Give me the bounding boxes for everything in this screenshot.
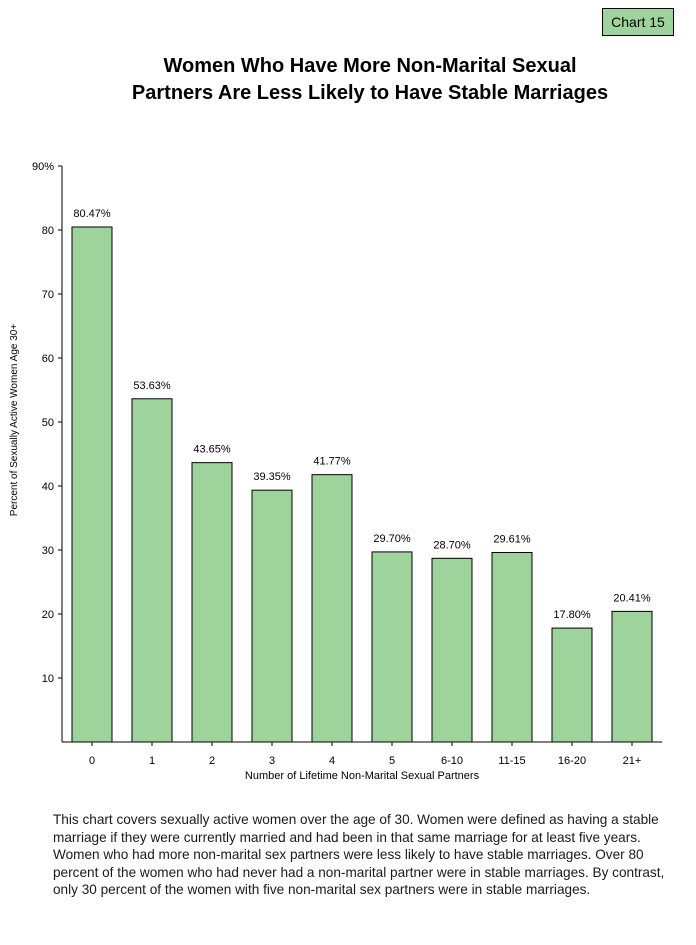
y-tick-label: 20 bbox=[42, 609, 54, 621]
bar-value-label: 80.47% bbox=[73, 208, 111, 220]
x-tick-label: 5 bbox=[389, 755, 395, 767]
bar-value-label: 39.35% bbox=[253, 471, 291, 483]
bar-value-label: 28.70% bbox=[433, 539, 471, 551]
bar-value-label: 41.77% bbox=[313, 456, 351, 468]
bar-value-label: 17.80% bbox=[553, 609, 591, 621]
bar-value-label: 29.61% bbox=[493, 533, 531, 545]
y-axis-label: Percent of Sexually Active Women Age 30+ bbox=[9, 323, 20, 517]
y-tick-label: 80 bbox=[42, 225, 54, 237]
bar-value-label: 29.70% bbox=[373, 533, 411, 545]
bar-21+ bbox=[611, 610, 653, 743]
y-tick-label: 50 bbox=[42, 417, 54, 429]
bar-chart: 10 20 30 40 50 60 70 80 90% 80.47% 0 53.63% 1 43.65% 2… bbox=[32, 161, 662, 767]
bar-5 bbox=[371, 551, 413, 743]
y-tick-label: 70 bbox=[42, 289, 54, 301]
bar-2 bbox=[191, 462, 233, 743]
chart-number-badge: Chart 15 bbox=[602, 8, 674, 36]
y-tick-label: 90% bbox=[32, 161, 54, 173]
chart-caption: This chart covers sexually active women … bbox=[53, 812, 665, 897]
x-tick-label: 21+ bbox=[623, 755, 642, 767]
bar-4 bbox=[311, 474, 353, 743]
x-tick-label: 0 bbox=[89, 755, 95, 767]
x-tick-label: 4 bbox=[329, 755, 335, 767]
x-tick-label: 3 bbox=[269, 755, 275, 767]
y-tick-label: 60 bbox=[42, 353, 54, 365]
bar-1 bbox=[131, 398, 173, 743]
y-tick-label: 40 bbox=[42, 481, 54, 493]
x-tick-label: 16-20 bbox=[558, 755, 586, 767]
chart-title-line-1: Women Who Have More Non-Marital Sexual bbox=[163, 55, 577, 77]
bar-value-label: 20.41% bbox=[613, 592, 651, 604]
x-tick-label: 6-10 bbox=[441, 755, 463, 767]
y-tick-label: 30 bbox=[42, 545, 54, 557]
bar-16-20 bbox=[551, 627, 593, 743]
y-tick-label: 10 bbox=[42, 673, 54, 685]
chart-title-line-2: Partners Are Less Likely to Have Stable … bbox=[131, 82, 609, 104]
x-tick-label: 1 bbox=[149, 755, 155, 767]
x-tick-label: 2 bbox=[209, 755, 215, 767]
bar-3 bbox=[251, 489, 293, 743]
bar-0 bbox=[71, 226, 113, 743]
bar-11-15 bbox=[491, 551, 533, 743]
x-tick-label: 11-15 bbox=[498, 755, 525, 767]
x-axis-label: Number of Lifetime Non-Marital Sexual Pa… bbox=[244, 770, 480, 782]
bar-value-label: 43.65% bbox=[193, 444, 231, 456]
bar-6-10 bbox=[431, 557, 473, 743]
bar-value-label: 53.63% bbox=[133, 380, 171, 392]
